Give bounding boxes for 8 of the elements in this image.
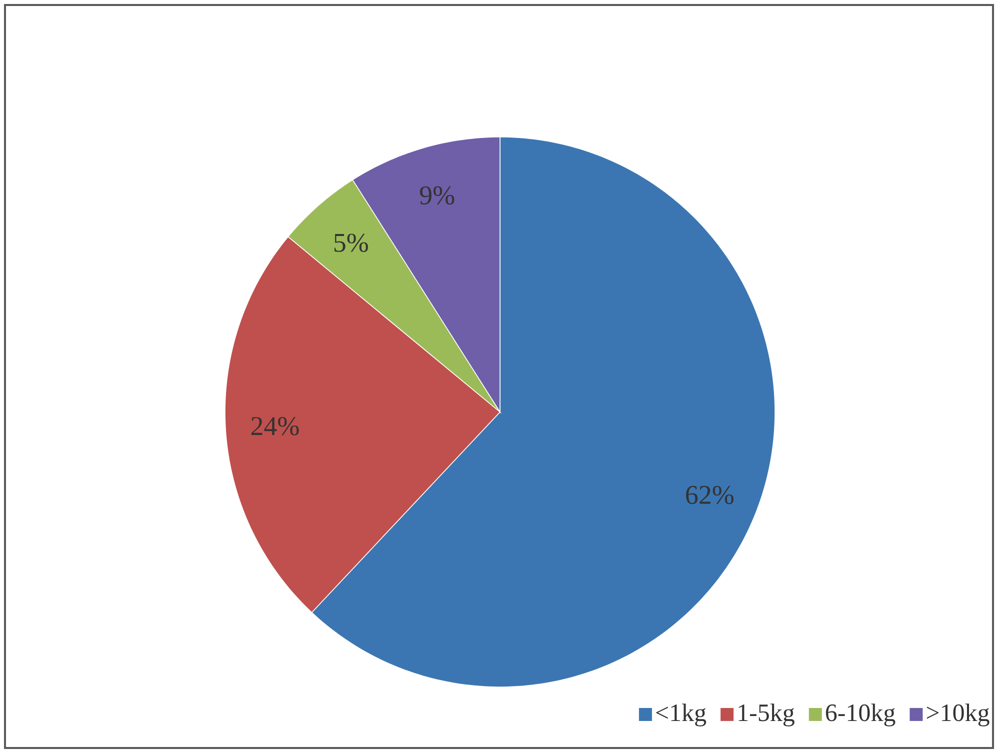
- legend-label: >10kg: [926, 704, 990, 726]
- data-label: 5%: [334, 234, 368, 252]
- legend-label: 1-5kg: [738, 704, 794, 726]
- legend-label: 6-10kg: [826, 704, 896, 726]
- legend-label: <1kg: [656, 704, 706, 726]
- data-label: 62%: [686, 486, 734, 504]
- data-label: 9%: [420, 186, 454, 205]
- data-label: 24%: [251, 417, 299, 436]
